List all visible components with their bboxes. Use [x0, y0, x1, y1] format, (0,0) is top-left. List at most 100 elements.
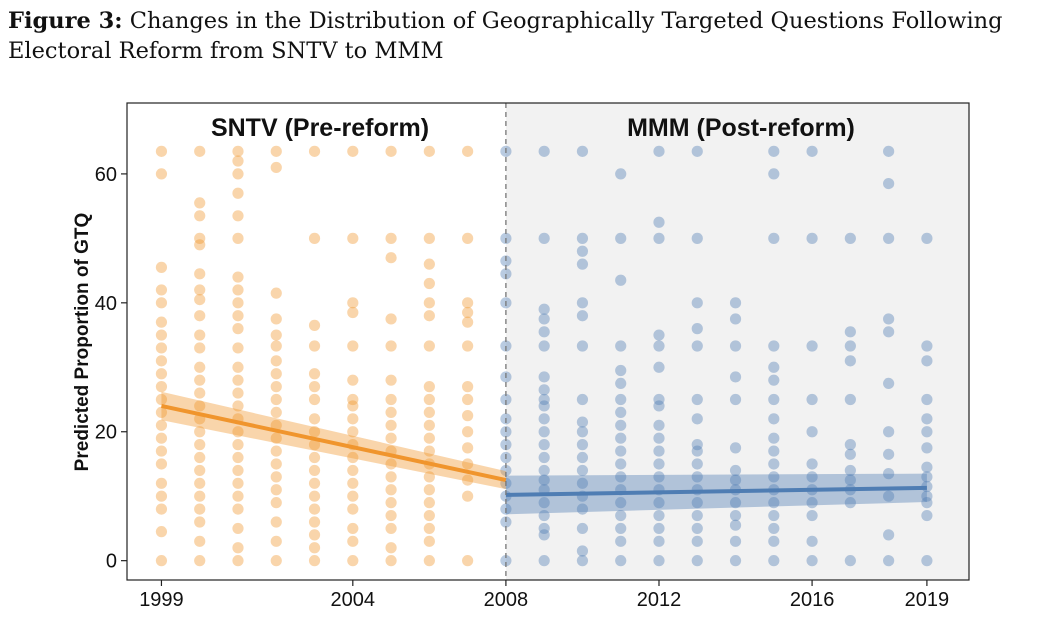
trend-line — [161, 404, 507, 483]
data-point — [155, 490, 168, 502]
data-point — [155, 168, 168, 180]
data-point — [538, 413, 550, 425]
data-point — [844, 355, 856, 367]
data-point — [615, 168, 627, 180]
data-point — [270, 516, 282, 528]
data-point — [615, 393, 627, 406]
data-point — [691, 413, 703, 425]
data-point — [232, 342, 244, 354]
data-point — [385, 313, 397, 325]
data-point — [385, 419, 397, 431]
data-point — [232, 542, 244, 554]
data-point — [347, 535, 359, 547]
figure-number: Figure 3: — [8, 8, 123, 34]
data-point — [270, 381, 282, 393]
data-point — [653, 432, 665, 444]
data-point — [883, 377, 895, 389]
data-point — [500, 464, 512, 477]
data-point — [883, 468, 895, 480]
data-point — [385, 252, 397, 264]
data-point — [462, 458, 474, 470]
data-point — [423, 393, 435, 406]
data-point — [423, 381, 435, 393]
data-point — [844, 497, 856, 509]
data-point — [423, 277, 435, 290]
y-axis: 0 20 40 60 — [95, 164, 127, 573]
data-point — [385, 374, 397, 386]
data-point — [653, 535, 665, 547]
data-point — [768, 361, 780, 373]
data-point — [844, 393, 856, 406]
data-point — [653, 555, 665, 567]
data-point — [538, 145, 550, 157]
data-point — [308, 451, 321, 464]
data-point — [844, 448, 856, 460]
data-point — [844, 326, 856, 338]
data-point — [462, 474, 474, 486]
data-point — [270, 340, 282, 352]
data-point — [385, 522, 397, 535]
data-point — [921, 471, 933, 483]
data-point — [385, 542, 397, 554]
data-point — [729, 464, 742, 477]
data-point — [194, 439, 206, 451]
data-point — [270, 445, 282, 457]
data-point — [768, 340, 780, 352]
data-point — [844, 439, 856, 451]
data-point — [270, 355, 282, 367]
data-point — [462, 381, 474, 393]
data-point — [538, 384, 550, 396]
data-point — [462, 490, 474, 502]
data-point — [729, 393, 742, 406]
confidence-band — [161, 391, 506, 490]
data-point — [462, 306, 474, 319]
data-point — [194, 361, 206, 373]
data-point — [921, 509, 933, 522]
data-point — [194, 490, 206, 502]
data-point — [462, 232, 474, 244]
data-point — [538, 313, 550, 325]
data-point — [576, 451, 589, 464]
data-point — [194, 535, 206, 547]
data-point — [232, 284, 244, 296]
data-point — [385, 393, 397, 406]
data-point — [385, 509, 397, 522]
data-point — [691, 340, 703, 352]
data-point — [347, 477, 359, 489]
data-point — [423, 406, 435, 419]
data-point — [538, 232, 550, 244]
data-point — [806, 535, 818, 547]
data-point — [232, 426, 244, 438]
data-point — [615, 555, 627, 567]
data-point — [806, 471, 818, 483]
data-point — [270, 313, 282, 325]
trend-lines — [161, 391, 927, 515]
data-point — [385, 484, 397, 496]
data-point — [155, 342, 168, 354]
data-point — [576, 477, 589, 489]
data-point — [653, 329, 665, 341]
data-point — [194, 342, 206, 354]
data-point — [270, 497, 282, 509]
data-point — [155, 393, 168, 406]
data-point — [615, 377, 627, 389]
data-point — [308, 368, 321, 380]
data-point — [806, 458, 818, 470]
data-point — [538, 474, 550, 486]
data-point — [691, 497, 703, 509]
data-point — [423, 419, 435, 431]
data-point — [691, 323, 703, 335]
data-point — [768, 432, 780, 444]
data-point — [270, 535, 282, 547]
data-point — [385, 145, 397, 157]
data-point — [538, 529, 550, 541]
data-point — [500, 393, 512, 406]
data-point — [347, 400, 359, 412]
data-point — [462, 340, 474, 352]
data-point — [155, 284, 168, 296]
data-point — [270, 406, 282, 419]
x-axis: 1999 2004 2008 2012 2016 2019 — [139, 580, 949, 611]
data-point — [538, 439, 550, 451]
data-point — [691, 232, 703, 244]
